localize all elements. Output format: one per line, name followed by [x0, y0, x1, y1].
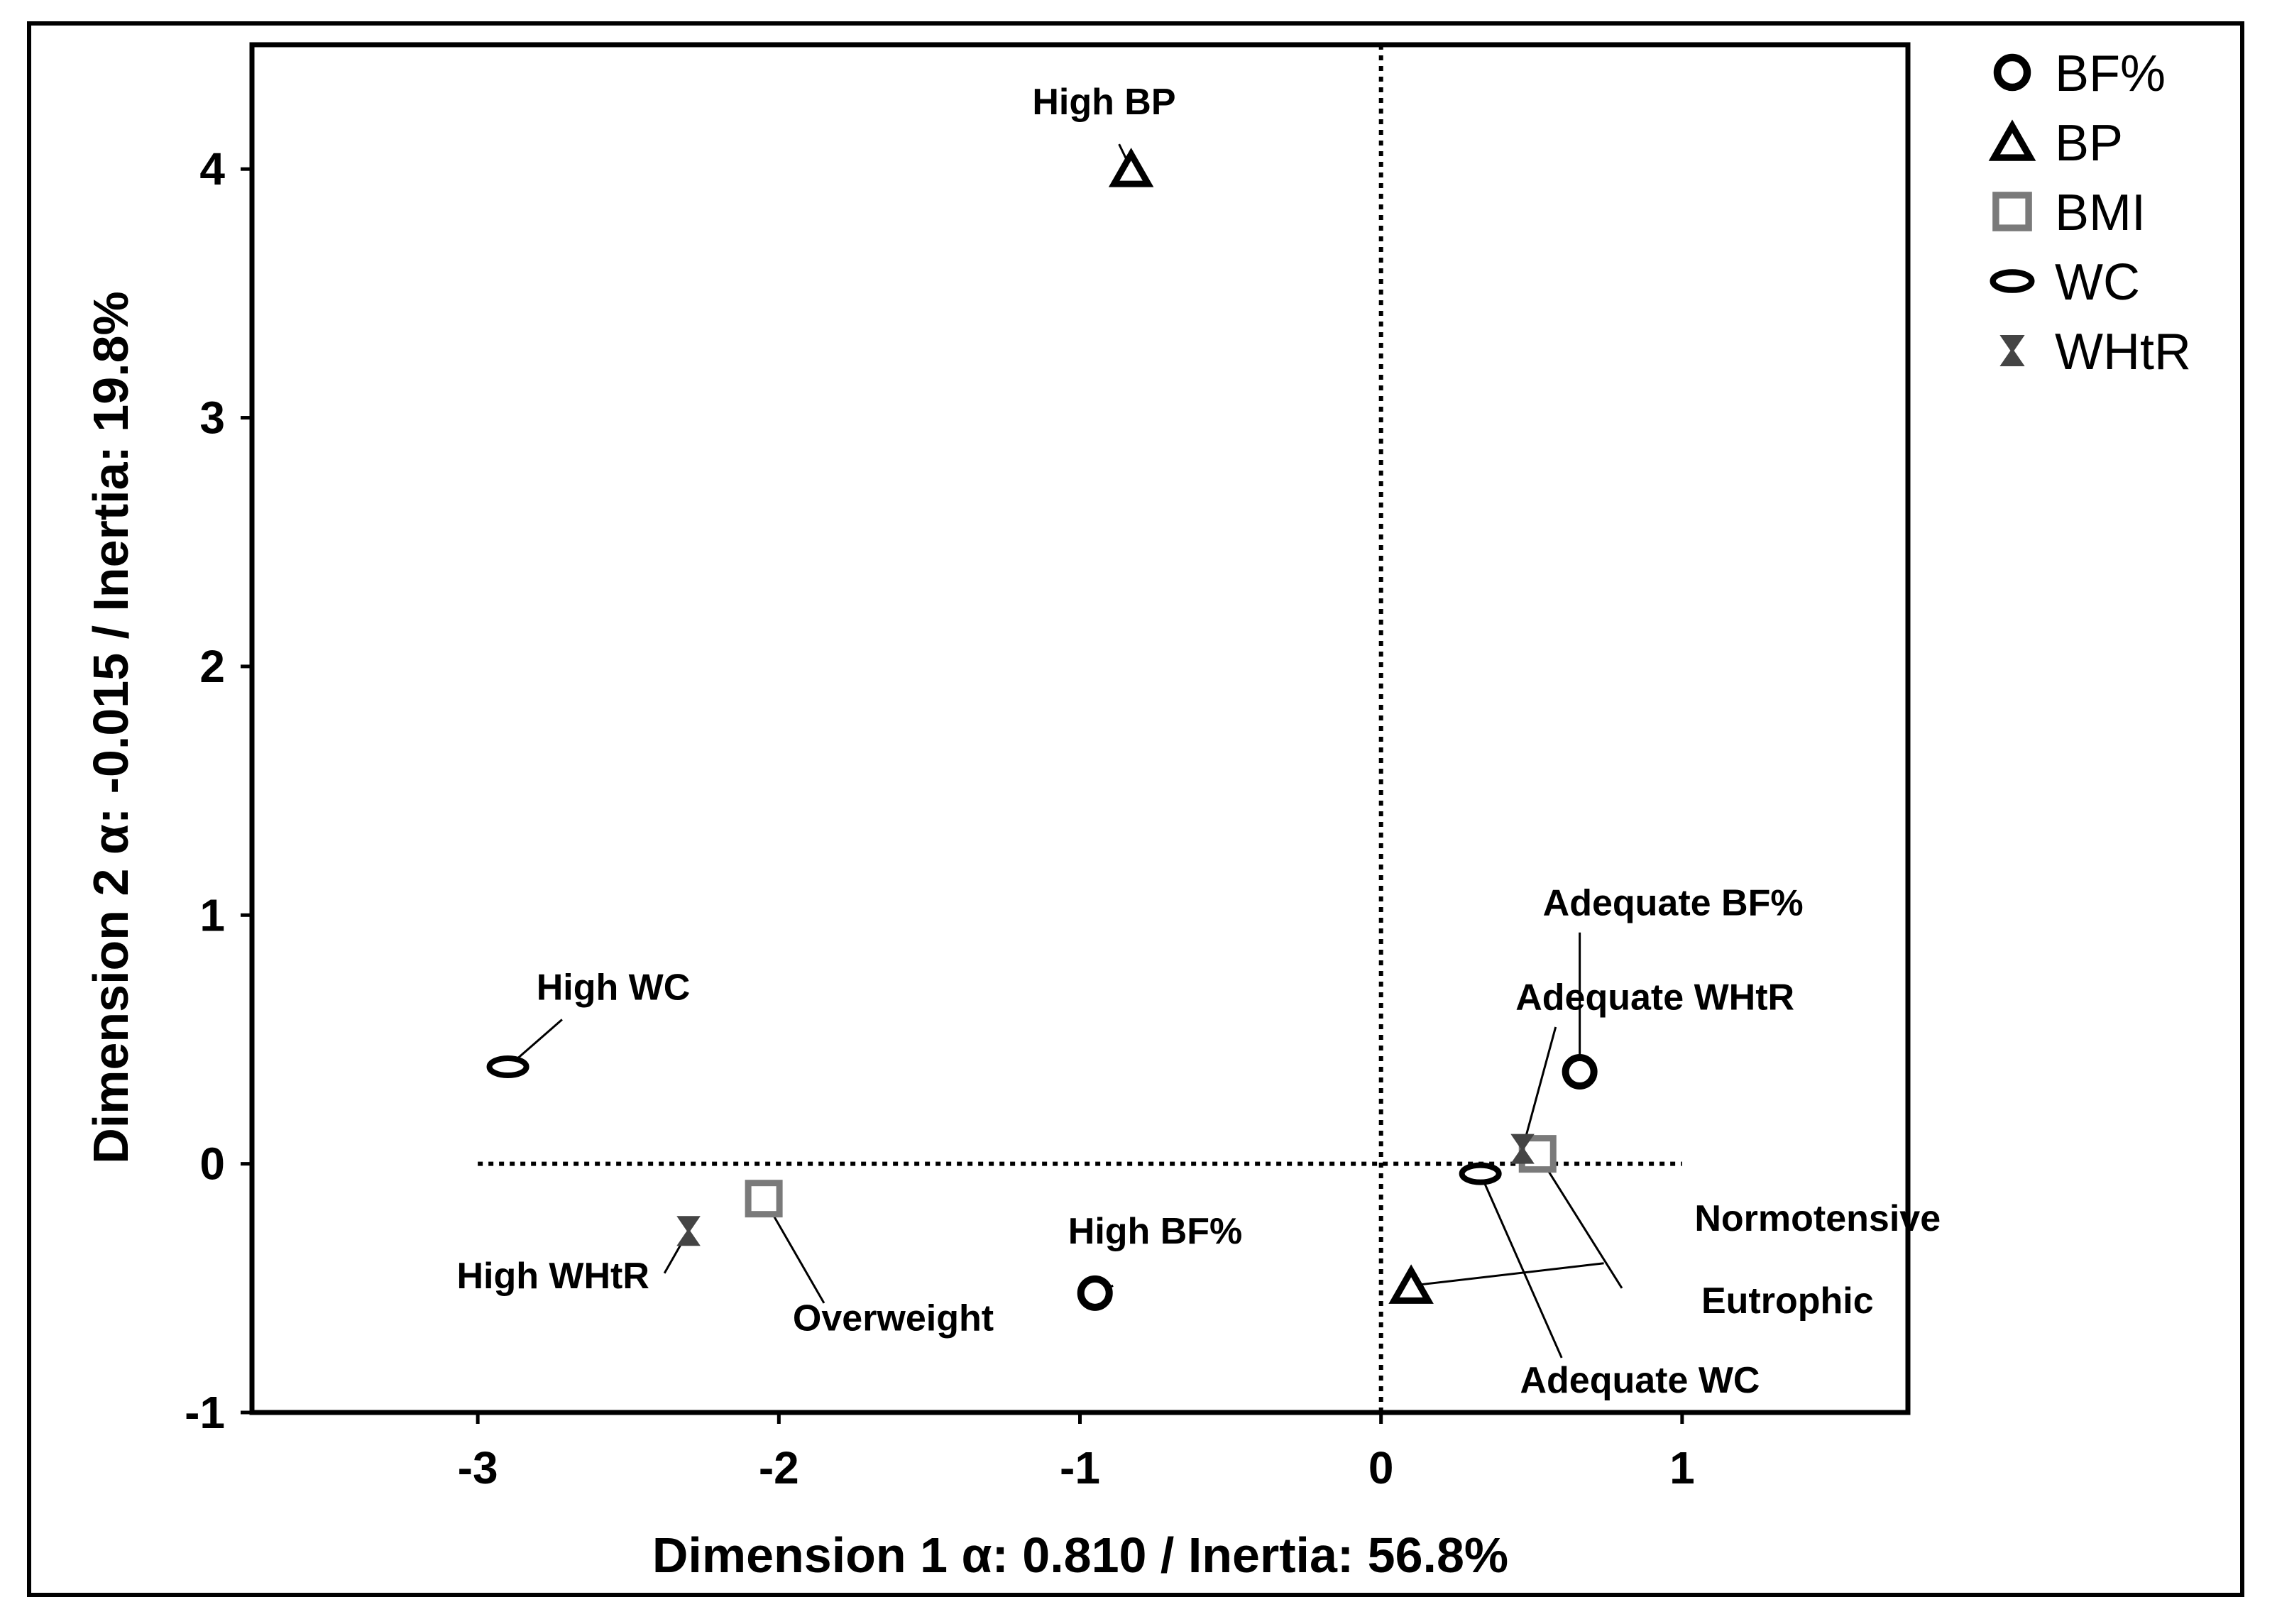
- legend-marker: [1990, 269, 2035, 293]
- x-tick-label: -3: [458, 1442, 498, 1493]
- y-tick-label: 0: [199, 1139, 225, 1190]
- square-marker: [745, 1180, 783, 1218]
- x-tick-label: -2: [759, 1442, 799, 1493]
- figure-frame: [27, 21, 2244, 1597]
- legend-marker: [1993, 53, 2031, 92]
- axis-ticks: -3 -2 -1 0 1 -1 0 1 2 3 4: [185, 143, 1695, 1493]
- point-label: Overweight: [793, 1297, 994, 1339]
- hourglass-marker: [676, 1216, 701, 1246]
- point-label: High WC: [537, 967, 691, 1008]
- plot-area-border: [249, 42, 1911, 1415]
- x-tick-label: -1: [1060, 1442, 1100, 1493]
- circle-marker: [1077, 1275, 1113, 1311]
- point-label: High BP: [1032, 82, 1175, 123]
- point-bp-marker: [1388, 1264, 1434, 1304]
- x-axis-title: Dimension 1 α: 0.810 / Inertia: 56.8%: [652, 1527, 1508, 1583]
- x-tick-label: 1: [1669, 1442, 1695, 1493]
- square-marker: [1992, 192, 2032, 231]
- ellipse-marker: [1459, 1162, 1502, 1185]
- legend-marker: [1992, 192, 2032, 231]
- legend-label: BF%: [2055, 45, 2166, 102]
- legend-label: WHtR: [2055, 324, 2191, 380]
- point-label: Adequate BF%: [1543, 882, 1804, 923]
- point-label: Adequate WC: [1520, 1360, 1760, 1401]
- point-wc-marker: [1459, 1162, 1502, 1185]
- hourglass-marker: [1999, 334, 2025, 367]
- data-points: [486, 148, 1598, 1311]
- y-tick-label: 3: [199, 393, 225, 444]
- point-label: Normotensive: [1694, 1198, 1941, 1239]
- circle-marker: [1562, 1054, 1598, 1090]
- point-label: Eutrophic: [1701, 1280, 1874, 1322]
- point-label: Adequate WHtR: [1515, 977, 1794, 1018]
- point-label: High WHtR: [456, 1256, 649, 1297]
- triangle-marker: [1988, 119, 2036, 161]
- triangle-marker: [1388, 1264, 1434, 1304]
- y-tick-label: -1: [185, 1387, 225, 1438]
- point-whtr-marker: [676, 1216, 701, 1246]
- y-tick-label: 2: [199, 641, 225, 692]
- point-label: High BF%: [1068, 1211, 1243, 1252]
- point-wc-marker: [486, 1055, 530, 1078]
- y-axis-title: Dimension 2 α: -0.015 / Inertia: 19.8%: [83, 291, 138, 1164]
- leader-line: [1521, 1026, 1557, 1150]
- legend-label: BP: [2055, 115, 2123, 172]
- point-bf-pct-marker: [1077, 1275, 1113, 1311]
- legend: BF% BP BMI WC WHtR: [1988, 45, 2191, 380]
- legend-marker: [1999, 334, 2025, 367]
- legend-label: BMI: [2055, 185, 2146, 241]
- ellipse-marker: [486, 1055, 530, 1078]
- point-bf-pct-marker: [1562, 1054, 1598, 1090]
- point-whtr-marker: [1510, 1134, 1535, 1164]
- ellipse-marker: [1990, 269, 2035, 293]
- point-labels: Adequate BF% High BF% High BP Normotensive O…: [456, 82, 1941, 1401]
- reference-lines: [478, 45, 1682, 1412]
- point-bp-marker: [1108, 148, 1154, 187]
- legend-marker: [1988, 119, 2036, 161]
- circle-marker: [1993, 53, 2031, 92]
- x-tick-label: 0: [1368, 1442, 1394, 1493]
- y-tick-label: 1: [199, 889, 225, 940]
- triangle-marker: [1108, 148, 1154, 187]
- leader-lines: [507, 143, 1623, 1359]
- leader-line: [1410, 1262, 1604, 1287]
- leader-line: [1536, 1153, 1623, 1289]
- leader-line: [1479, 1173, 1563, 1359]
- y-tick-label: 4: [199, 143, 225, 194]
- point-bmi-marker: [745, 1180, 783, 1218]
- legend-label: WC: [2055, 254, 2140, 311]
- hourglass-marker: [1510, 1134, 1535, 1164]
